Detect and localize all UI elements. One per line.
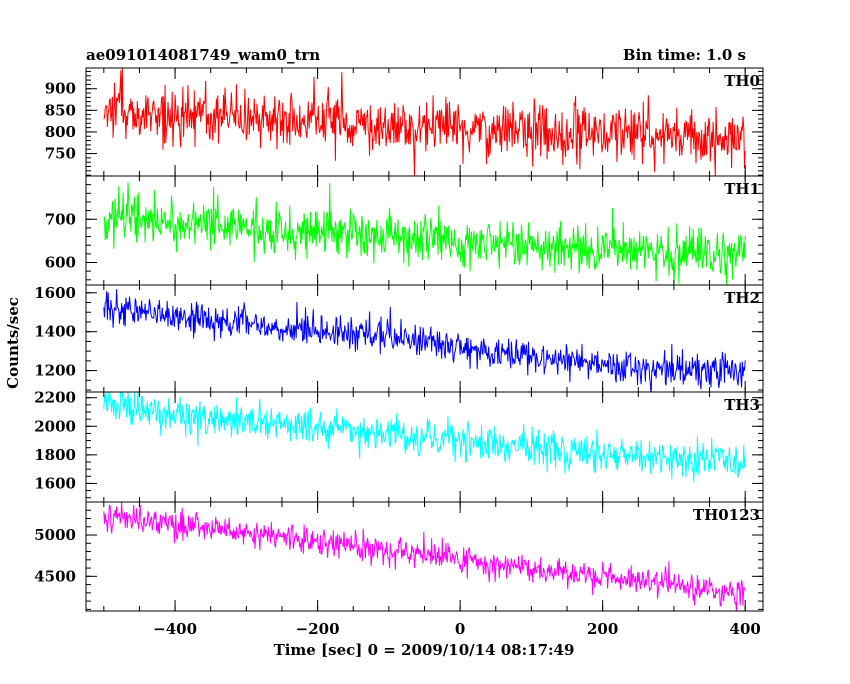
panel-th0123: 4500 5000 TH0123 <box>34 501 764 612</box>
x-tick-label: 200 <box>587 620 618 638</box>
panel-label-th0: TH0 <box>724 72 760 90</box>
y-tick-label-th2: 1600 <box>34 284 76 302</box>
x-tick-label: 400 <box>730 620 761 638</box>
panel-label-th2: TH2 <box>724 289 760 307</box>
panel-label-th3: TH3 <box>724 396 760 414</box>
y-tick-label-th2: 1200 <box>34 362 76 380</box>
panel-th2: 1200 1400 1600 TH2 <box>34 284 764 393</box>
series-line-th1 <box>103 182 746 285</box>
y-tick-label-th3: 1600 <box>34 474 76 492</box>
panel-label-th1: TH1 <box>724 180 760 198</box>
y-tick-label-th0123: 4500 <box>34 567 76 585</box>
x-tick-label: −400 <box>153 620 197 638</box>
panel-th3: 1600 1800 2000 2200 TH3 <box>34 389 764 503</box>
series-line-th3 <box>103 392 746 482</box>
y-tick-label-th3: 2200 <box>34 389 76 407</box>
y-tick-label-th3: 1800 <box>34 446 76 464</box>
y-tick-label-th0: 750 <box>45 145 76 163</box>
y-tick-label-th0: 900 <box>45 80 76 98</box>
y-tick-label-th2: 1400 <box>34 323 76 341</box>
y-tick-label-th0123: 5000 <box>34 526 76 544</box>
y-tick-label-th0: 800 <box>45 123 76 141</box>
bin-time-label: Bin time: 1.0 s <box>623 46 746 64</box>
series-line-th2 <box>103 289 746 392</box>
y-tick-label-th0: 850 <box>45 101 76 119</box>
y-tick-label-th1: 600 <box>45 254 76 272</box>
series-line-th0123 <box>103 502 746 611</box>
x-tick-label: −200 <box>296 620 340 638</box>
y-tick-label-th1: 700 <box>45 210 76 228</box>
panel-frame-th1 <box>85 175 764 286</box>
chart-title: ae091014081749_wam0_trn <box>86 46 320 64</box>
panel-th1: 600 700 TH1 <box>45 175 764 286</box>
y-axis-label: Counts/sec <box>4 297 22 389</box>
x-axis-label: Time [sec] 0 = 2009/10/14 08:17:49 <box>274 641 575 659</box>
series-line-th0 <box>103 68 746 176</box>
panel-th0: 750 800 850 900 TH0 <box>45 67 764 177</box>
panel-label-th0123: TH0123 <box>693 506 760 524</box>
y-tick-label-th3: 2000 <box>34 417 76 435</box>
x-tick-label: 0 <box>455 620 465 638</box>
